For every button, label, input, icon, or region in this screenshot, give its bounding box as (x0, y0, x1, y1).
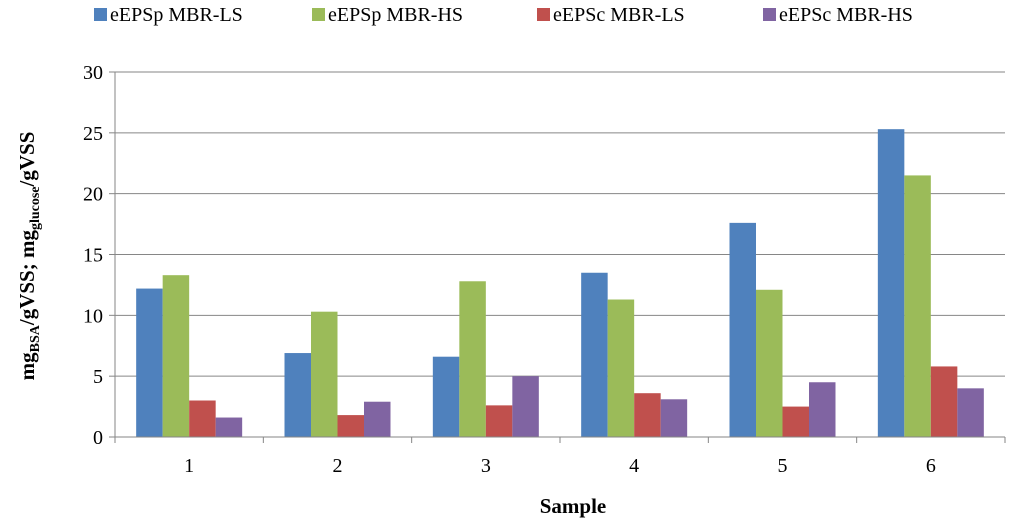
bar (930, 366, 958, 437)
y-axis-title-part: /gVSS; mg (15, 230, 39, 327)
bar (432, 356, 460, 437)
x-tick-label: 3 (481, 455, 491, 477)
legend-swatch (94, 8, 107, 21)
bar (756, 289, 783, 437)
bar (581, 272, 608, 437)
x-axis-title: Sample (540, 494, 607, 518)
legend-label: eEPSp MBR-LS (110, 4, 243, 26)
x-tick-label: 1 (184, 455, 194, 477)
bar (284, 353, 311, 437)
bar (459, 281, 486, 437)
y-axis-title: mgBSA/gVSS; mgglucose/gVSS (15, 132, 43, 381)
axes (114, 72, 1006, 443)
bar (136, 288, 163, 437)
legend-label: eEPSp MBR-HS (328, 4, 463, 26)
legend-label: eEPSc MBR-HS (779, 4, 913, 26)
y-axis-title-subscript: BSA (28, 324, 43, 352)
bar (189, 400, 216, 437)
x-tick-label: 5 (778, 455, 788, 477)
legend-label: eEPSc MBR-LS (553, 4, 685, 26)
x-tick-label: 6 (926, 455, 936, 477)
bar (607, 299, 635, 437)
bar (337, 415, 364, 437)
x-tick-label: 4 (629, 455, 639, 477)
bar (729, 222, 756, 437)
y-tick-label: 30 (83, 62, 103, 84)
y-tick-label: 0 (93, 427, 103, 449)
bars (136, 129, 984, 437)
bar (782, 406, 809, 437)
y-tick-labels: 0 5 10 15 20 25 30 (83, 62, 103, 449)
x-tick-label: 2 (333, 455, 343, 477)
bar (957, 388, 984, 437)
y-tick-label: 10 (83, 305, 103, 327)
y-axis-title-part: /gVSS (15, 132, 39, 188)
gridlines (109, 71, 1005, 438)
y-axis-title-subscript: glucose (28, 186, 43, 230)
bar (364, 401, 391, 437)
legend: eEPSp MBR-LS eEPSp MBR-HS eEPSc MBR-LS eEPS… (94, 4, 913, 26)
y-axis-title-part: mg (15, 352, 39, 380)
bar (162, 275, 190, 437)
y-tick-label: 15 (83, 245, 103, 267)
legend-swatch (312, 8, 325, 21)
bar (512, 376, 539, 437)
bar (311, 311, 338, 437)
bar (634, 393, 661, 437)
bar (809, 382, 836, 437)
y-tick-label: 25 (83, 123, 103, 145)
x-tick-labels: 1 2 3 4 5 6 (184, 455, 936, 477)
legend-swatch (763, 8, 776, 21)
legend-swatch (537, 8, 550, 21)
bar (660, 399, 688, 437)
bar (215, 417, 243, 437)
y-tick-label: 20 (83, 184, 103, 206)
y-tick-label: 5 (93, 366, 103, 388)
bar (485, 405, 513, 437)
bar (877, 129, 905, 437)
bar (904, 175, 931, 437)
